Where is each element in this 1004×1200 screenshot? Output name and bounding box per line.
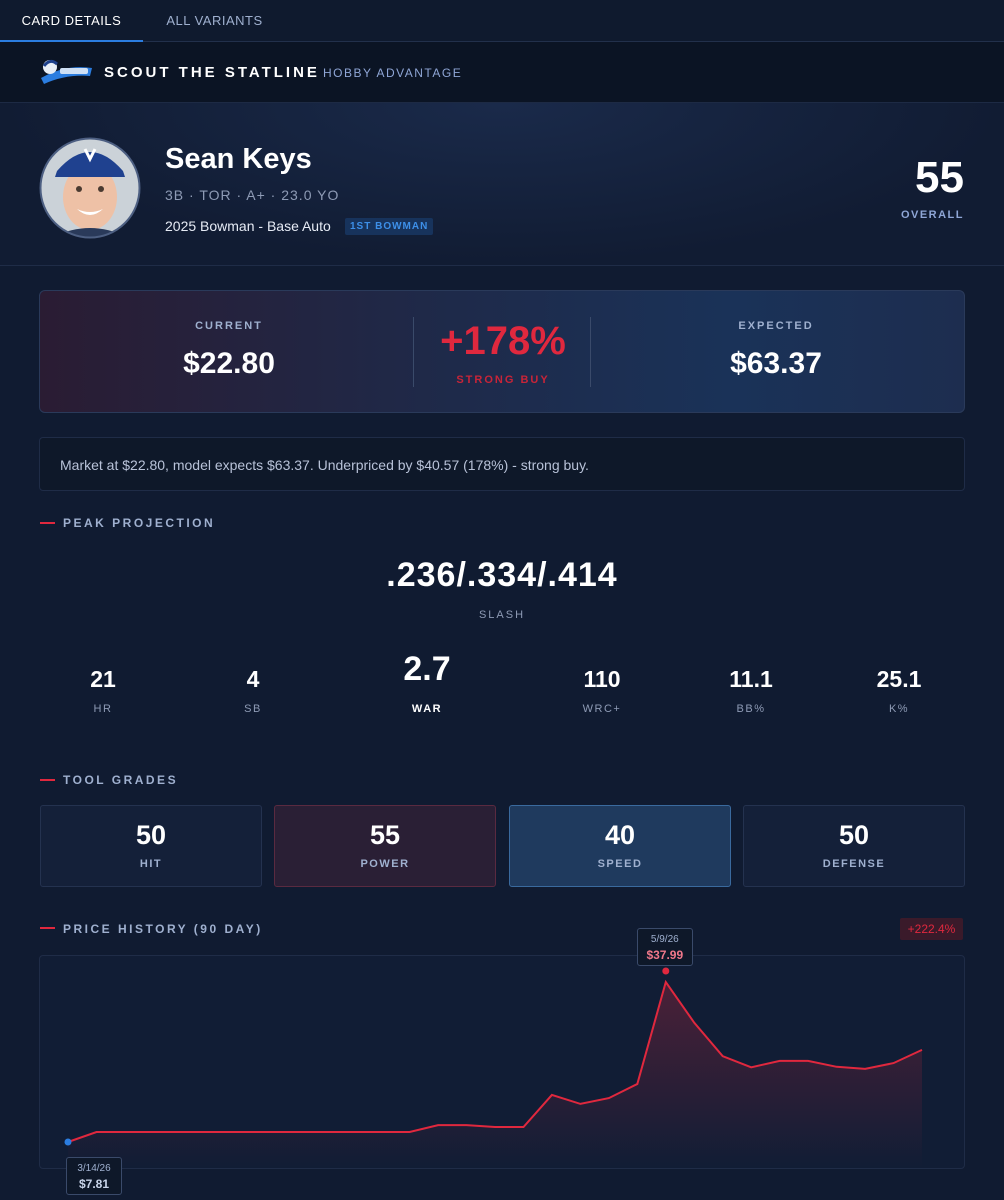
stat-value: 21 [90,666,116,692]
tab[interactable]: CARD DETAILS [0,0,143,42]
brand-logo [41,59,92,84]
callout-date: 3/14/26 [77,1163,111,1174]
section-heading: PEAK PROJECTION [63,516,216,530]
grade-value: 55 [369,820,401,850]
stat-label: SB [244,703,262,715]
stat-label: K% [888,703,910,715]
divider [413,317,414,387]
tab[interactable]: ALL VARIANTS [166,13,263,28]
card-name: 2025 Bowman - Base Auto [165,218,331,234]
expected-price: $63.37 [730,347,822,380]
overall-score: 55 [915,153,964,202]
grade-value: 40 [604,820,636,850]
grade-label: DEFENSE [822,858,886,870]
summary-text: Market at $22.80, model expects $63.37. … [60,457,589,473]
grade-value: 50 [838,820,870,850]
heading-accent [40,779,55,781]
player-profile: Sean Keys 3B · TOR · A+ · 23.0 YO 2025 B… [0,103,1004,266]
current-label: CURRENT [195,320,263,332]
slash-line: .236/.334/.414 [386,556,618,594]
grade-label: HIT [139,858,163,870]
price-chart [64,967,923,1168]
grade-value: 50 [135,820,167,850]
player-name: Sean Keys [165,143,312,175]
valuation-panel: CURRENT $22.80 +178% STRONG BUY EXPECTED… [39,290,965,413]
overall-label: OVERALL [900,209,964,221]
tab-bar: CARD DETAILS ALL VARIANTS [0,0,1004,42]
price-area [68,982,922,1168]
player-meta: 3B · TOR · A+ · 23.0 YO [165,187,340,203]
stat-value: 25.1 [876,666,922,692]
brand-bar: SCOUT THE STATLINE HOBBY ADVANTAGE [0,42,1004,103]
price-callout: 3/14/26 $7.81 [66,1157,122,1195]
slash-label: SLASH [478,609,526,621]
stat-label: WAR [411,703,443,715]
price-line [67,979,923,1143]
price-change: +178% [440,319,566,363]
chart-panel [39,955,965,1169]
callout-date: 5/9/26 [650,934,679,945]
brand-name: SCOUT THE STATLINE [104,64,320,81]
tool-grade-card: 55 POWER [274,805,496,887]
peak-point [662,967,670,975]
heading-accent [40,927,55,929]
price-change-badge: +222.4% [900,918,963,940]
stat-value: 11.1 [729,666,773,692]
current-price: $22.80 [183,347,275,380]
callout-price: $7.81 [78,1177,110,1191]
grade-label: SPEED [597,858,643,870]
brand-tagline: HOBBY ADVANTAGE [323,66,463,80]
summary-box: Market at $22.80, model expects $63.37. … [39,437,965,491]
tool-grade-card: 50 DEFENSE [743,805,965,887]
price-callout: 5/9/26 $37.99 [636,928,693,966]
stat-value: 110 [583,666,621,692]
tool-grade-card: 40 SPEED [509,805,731,887]
section-heading: PRICE HISTORY (90 DAY) [63,922,263,936]
stat-value: 4 [246,666,260,692]
card-badge: 1ST BOWMAN [345,218,434,235]
tool-grade-card: 50 HIT [40,805,262,887]
stat-value: 2.7 [403,650,451,688]
callout-price: $37.99 [646,948,684,962]
signal: STRONG BUY [456,374,550,386]
section-heading: TOOL GRADES [63,773,179,787]
grade-label: POWER [360,858,410,870]
stat-label: WRC+ [582,703,622,715]
start-point [64,1138,72,1146]
player-avatar [39,137,141,239]
divider [590,317,591,387]
heading-accent [40,522,55,524]
stat-label: HR [93,703,113,715]
expected-label: EXPECTED [738,320,814,332]
stat-label: BB% [736,703,766,715]
